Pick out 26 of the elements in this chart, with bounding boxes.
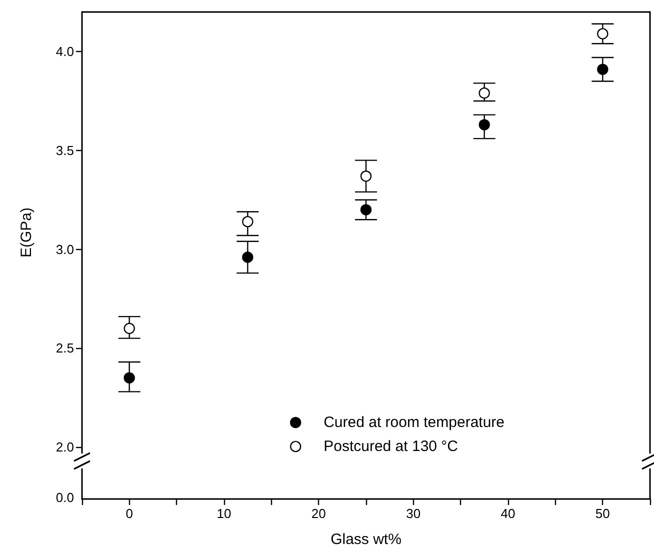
x-tick-label: 50 [595, 506, 610, 521]
x-tick-label: 10 [216, 506, 232, 521]
point [242, 252, 254, 263]
y-tick-label: 2.5 [56, 340, 74, 356]
y-tick-label: 3.0 [56, 242, 74, 257]
point [242, 216, 254, 228]
x-axis-title: Glass wt% [330, 531, 402, 548]
point [478, 119, 490, 130]
point [360, 170, 372, 182]
y-tick-label: 4.0 [56, 44, 74, 60]
point [597, 64, 608, 75]
point [597, 28, 608, 40]
legend-label: Postcured at 130 °C [324, 438, 458, 455]
x-tick-label: 0 [126, 506, 133, 521]
text: 0.0 [56, 490, 74, 505]
y-tick-label: 3.5 [56, 142, 74, 158]
x-tick-label: 30 [406, 506, 421, 521]
x-tick-label: 20 [311, 506, 326, 521]
point [360, 204, 372, 216]
y-axis-title: E(GPa) [18, 207, 35, 258]
x-tick-label: 40 [500, 506, 516, 521]
point [478, 87, 490, 99]
y-tick-label: 2.0 [56, 440, 74, 455]
legend-label: Cured at room temperature [324, 414, 505, 431]
point [124, 372, 135, 384]
point [124, 322, 135, 334]
